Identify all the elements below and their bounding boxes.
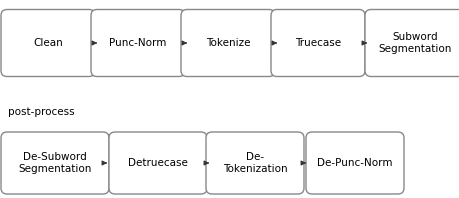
Text: Truecase: Truecase [294,38,340,48]
FancyBboxPatch shape [364,10,459,76]
Text: Clean: Clean [33,38,63,48]
FancyBboxPatch shape [180,10,274,76]
Text: Tokenize: Tokenize [205,38,250,48]
Text: Detruecase: Detruecase [128,158,188,168]
FancyBboxPatch shape [1,10,95,76]
Text: Subword
Segmentation: Subword Segmentation [377,32,451,54]
FancyBboxPatch shape [1,132,109,194]
Text: Punc-Norm: Punc-Norm [109,38,166,48]
Text: De-Punc-Norm: De-Punc-Norm [317,158,392,168]
FancyBboxPatch shape [91,10,185,76]
FancyBboxPatch shape [109,132,207,194]
Text: De-Subword
Segmentation: De-Subword Segmentation [18,152,91,174]
FancyBboxPatch shape [206,132,303,194]
FancyBboxPatch shape [305,132,403,194]
FancyBboxPatch shape [270,10,364,76]
Text: post-process: post-process [8,107,74,117]
Text: De-
Tokenization: De- Tokenization [222,152,287,174]
